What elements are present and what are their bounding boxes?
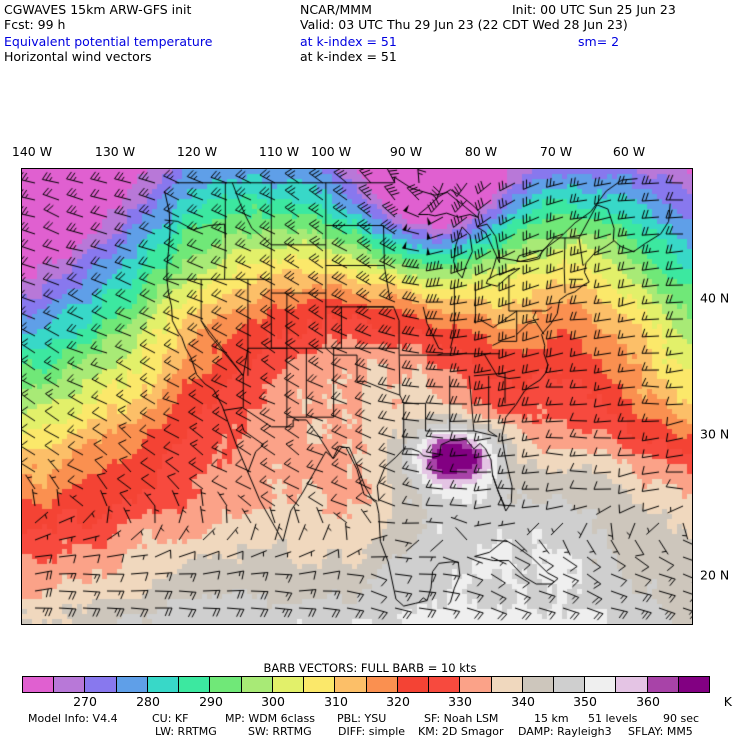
model-info-item-1: CU: KF — [152, 712, 189, 725]
colorbar-cell-3 — [116, 677, 148, 692]
longitude-tick-1: 130 W — [94, 144, 136, 159]
colorbar-cell-16 — [522, 677, 554, 692]
smoothing-label: sm= 2 — [578, 34, 620, 49]
longitude-tick-4: 100 W — [310, 144, 352, 159]
colorbar-cell-17 — [553, 677, 586, 692]
colorbar-cell-18 — [585, 677, 617, 692]
model-info-item-3: PBL: YSU — [337, 712, 387, 725]
barb-legend-note: BARB VECTORS: FULL BARB = 10 kts — [263, 661, 477, 675]
model-info-item-2: MP: WDM 6class — [225, 712, 315, 725]
center-label: NCAR/MMM — [300, 2, 372, 17]
map-frame[interactable] — [21, 168, 693, 625]
init-time: Init: 00 UTC Sun 25 Jun 23 — [512, 2, 676, 17]
latitude-tick-0: 40 N — [700, 290, 730, 306]
model-title: CGWAVES 15km ARW-GFS init — [4, 2, 192, 17]
model-info-item-7: 90 sec — [663, 712, 700, 725]
map-panel: 140 W 130 W 120 W 110 W 100 W 90 W 80 W 70 W 60 … — [0, 140, 740, 660]
field-secondary-label: Horizontal wind vectors — [4, 49, 152, 64]
colorbar-cell-21 — [678, 677, 710, 692]
colorbar-tick-270: 270 — [73, 694, 97, 709]
model-info-item-0: Model Info: V4.4 — [28, 712, 118, 725]
colorbar-tick-290: 290 — [199, 694, 223, 709]
colorbar-cell-5 — [179, 677, 211, 692]
latitude-tick-2: 20 N — [700, 567, 730, 583]
model-info-item-5: SFLAY: MM5 — [628, 725, 693, 738]
header-panel: CGWAVES 15km ARW-GFS init Fcst: 99 h Equ… — [0, 0, 740, 78]
colorbar-cell-11 — [366, 677, 398, 692]
colorbar[interactable] — [22, 676, 710, 693]
colorbar-cell-13 — [429, 677, 461, 692]
forecast-hour: Fcst: 99 h — [4, 17, 66, 32]
longitude-tick-6: 80 W — [464, 144, 498, 159]
model-info-item-4: SF: Noah LSM — [424, 712, 499, 725]
colorbar-cell-20 — [647, 677, 679, 692]
colorbar-cell-7 — [241, 677, 273, 692]
colorbar-cell-10 — [335, 677, 367, 692]
model-info-item-5: 15 km — [534, 712, 569, 725]
colorbar-cell-1 — [54, 677, 86, 692]
model-info-item-0: LW: RRTMG — [155, 725, 217, 738]
colorbar-tick-350: 350 — [573, 694, 597, 709]
field-primary-label: Equivalent potential temperature — [4, 34, 213, 49]
k-index-primary: at k-index = 51 — [300, 34, 397, 49]
colorbar-cell-0 — [23, 677, 55, 692]
colorbar-cell-4 — [147, 677, 180, 692]
colorbar-cell-6 — [210, 677, 242, 692]
longitude-tick-0: 140 W — [11, 144, 53, 159]
colorbar-tick-320: 320 — [386, 694, 410, 709]
colorbar-cell-8 — [272, 677, 305, 692]
model-info-item-2: DIFF: simple — [338, 725, 406, 738]
colorbar-tick-labels: K 270 280 290 300 310 320 330 340 350 360 — [0, 694, 740, 710]
colorbar-tick-330: 330 — [448, 694, 472, 709]
model-info-item-4: DAMP: Rayleigh3 — [518, 725, 612, 738]
colorbar-tick-300: 300 — [261, 694, 285, 709]
colorbar-cell-9 — [304, 677, 336, 692]
colorbar-cell-2 — [85, 677, 117, 692]
colorbar-tick-360: 360 — [636, 694, 660, 709]
longitude-tick-8: 60 W — [612, 144, 646, 159]
longitude-axis: 140 W 130 W 120 W 110 W 100 W 90 W 80 W 70 W 60 … — [0, 144, 740, 162]
colorbar-tick-340: 340 — [511, 694, 535, 709]
colorbar-unit-label: K — [723, 694, 732, 709]
valid-time: Valid: 03 UTC Thu 29 Jun 23 (22 CDT Wed … — [300, 17, 628, 32]
colorbar-tick-280: 280 — [136, 694, 160, 709]
colorbar-cell-15 — [491, 677, 523, 692]
latitude-tick-1: 30 N — [700, 426, 730, 442]
colorbar-cell-12 — [397, 677, 430, 692]
model-info-item-1: SW: RRTMG — [248, 725, 312, 738]
model-info-item-6: 51 levels — [588, 712, 638, 725]
model-info-item-3: KM: 2D Smagor — [418, 725, 504, 738]
colorbar-cell-19 — [616, 677, 648, 692]
longitude-tick-2: 120 W — [176, 144, 218, 159]
longitude-tick-5: 90 W — [389, 144, 423, 159]
footer-panel: BARB VECTORS: FULL BARB = 10 kts K 270 28… — [0, 658, 740, 740]
k-index-secondary: at k-index = 51 — [300, 49, 397, 64]
theta-e-field-canvas — [22, 169, 692, 624]
colorbar-tick-310: 310 — [324, 694, 348, 709]
longitude-tick-7: 70 W — [539, 144, 573, 159]
model-info-block: Model Info: V4.4 CU: KF MP: WDM 6class PBL:… — [0, 712, 740, 740]
longitude-tick-3: 110 W — [258, 144, 300, 159]
colorbar-cell-14 — [460, 677, 492, 692]
